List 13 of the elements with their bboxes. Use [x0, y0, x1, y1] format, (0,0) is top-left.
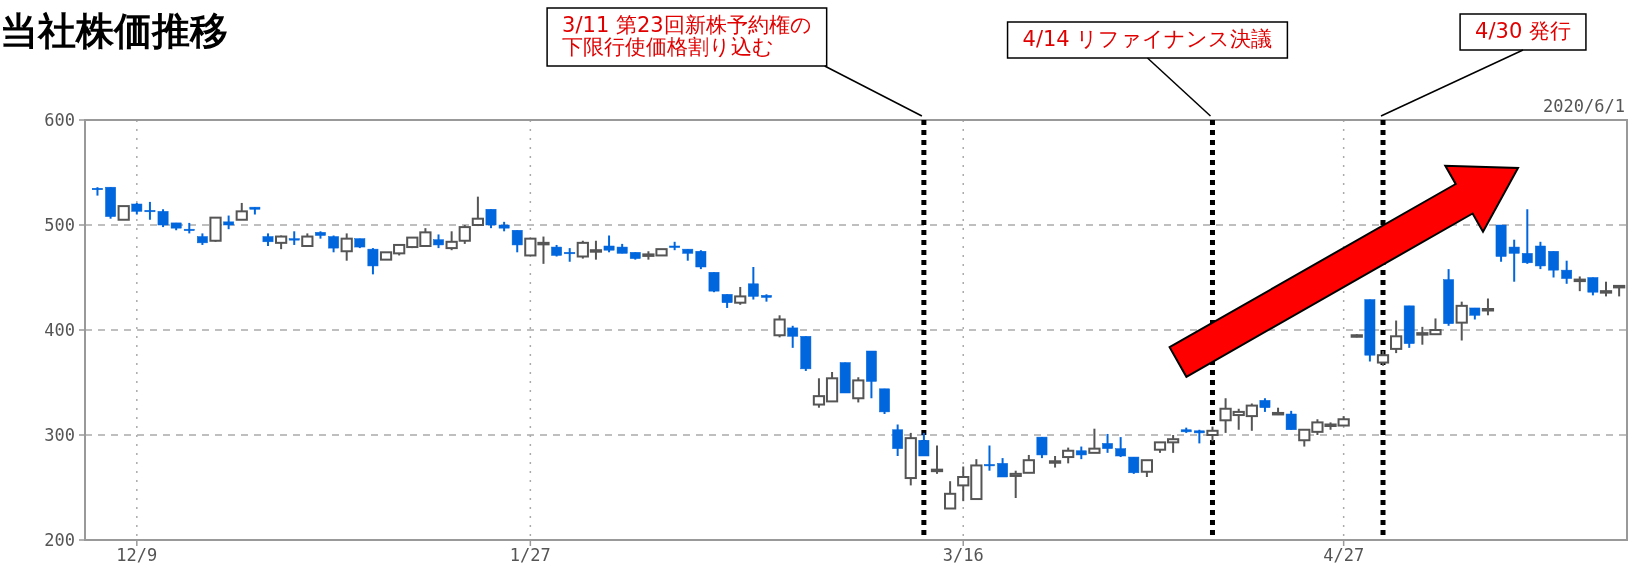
x-tick-label: 4/27	[1323, 545, 1365, 565]
chart-title: 当社株価推移	[0, 9, 228, 53]
y-tick-label: 600	[44, 110, 75, 130]
y-tick-label: 500	[44, 215, 75, 235]
y-tick-label: 300	[44, 425, 75, 445]
text: 2020/6/1	[1543, 96, 1625, 116]
x-tick-label: 3/16	[942, 545, 984, 565]
text: 4/30 発行	[1475, 19, 1571, 43]
x-tick-label: 12/9	[116, 545, 158, 565]
y-tick-label: 400	[44, 320, 75, 340]
text: 3/11 第23回新株予約権の下限行使価格割り込む	[562, 13, 812, 59]
y-tick-label: 200	[44, 530, 75, 550]
x-tick-label: 1/27	[509, 545, 551, 565]
